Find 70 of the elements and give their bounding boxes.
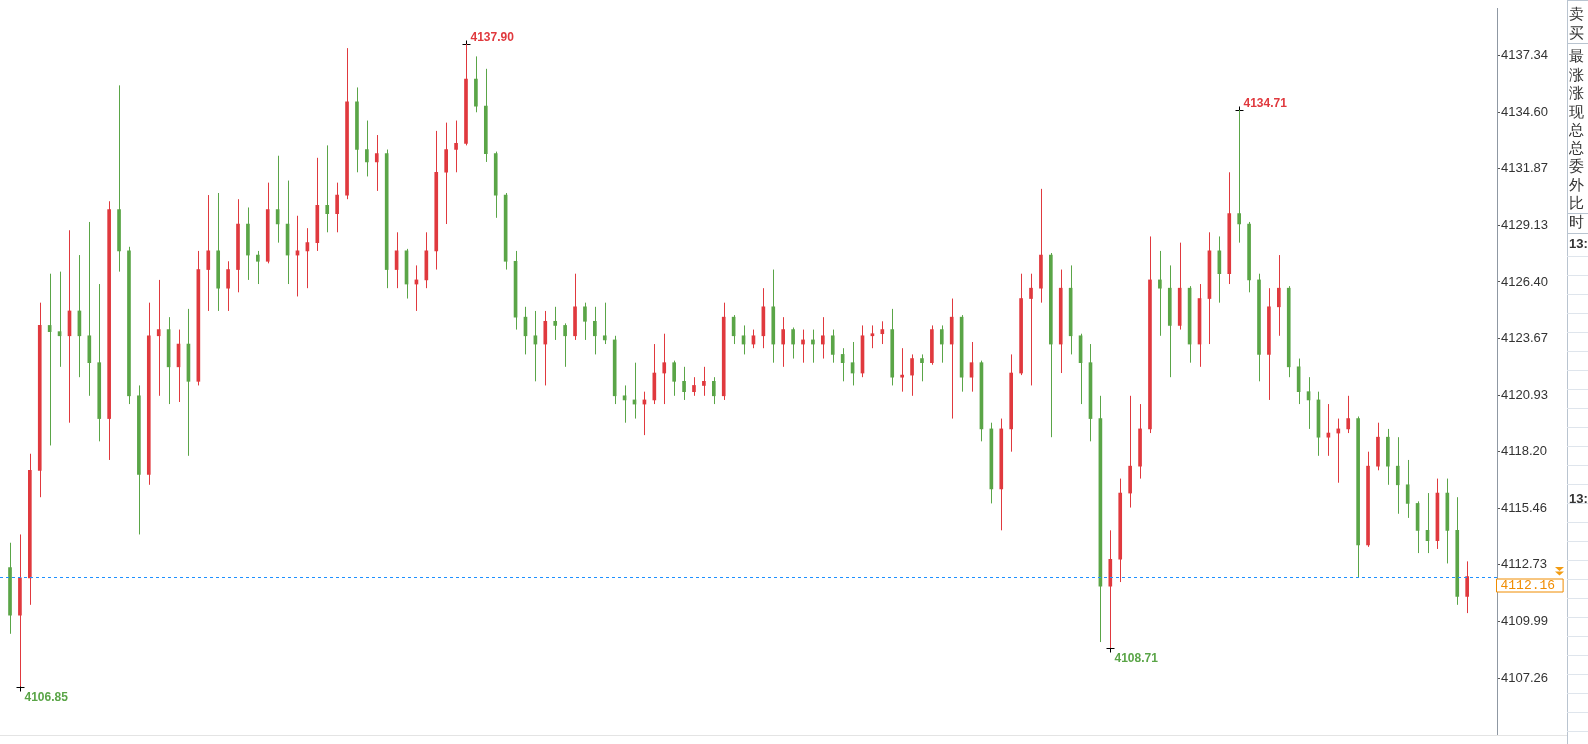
candlestick: [206, 194, 211, 312]
y-tick-label: 4115.46: [1501, 499, 1548, 515]
candlestick: [880, 320, 885, 345]
candlestick: [830, 329, 835, 364]
y-tick-label: 4131.87: [1501, 160, 1548, 176]
text: 涨: [1569, 84, 1584, 102]
candlestick: [553, 306, 558, 341]
text: 13:: [1569, 235, 1588, 253]
y-tick-label: 4118.20: [1501, 443, 1548, 459]
candlestick: [702, 366, 706, 397]
candlestick: [1465, 560, 1469, 614]
candlestick: [870, 324, 875, 349]
ref-line-label: 4112.16: [1500, 578, 1556, 594]
annotation: 4134.71: [1243, 95, 1288, 110]
text: 时: [1569, 213, 1584, 231]
candlestick: [365, 120, 369, 177]
y-tick-label: 4107.26: [1501, 669, 1548, 685]
annotation: 4108.71: [1114, 650, 1159, 665]
candlestick: [543, 310, 548, 386]
candlestick: [226, 260, 230, 312]
annotation: 4137.90: [470, 29, 515, 44]
candlestick: [682, 366, 686, 401]
candlestick: [910, 353, 914, 397]
candlestick: [1029, 273, 1033, 386]
text: 比: [1569, 194, 1584, 212]
candlestick: [781, 316, 786, 368]
candlestick: [711, 376, 716, 405]
candlestick: [1276, 254, 1281, 337]
y-tick-label: 4129.13: [1501, 217, 1548, 233]
candlestick: [444, 122, 448, 225]
text: 卖: [1569, 5, 1584, 23]
annotation: 4106.85: [24, 689, 69, 704]
candlestick: [791, 327, 795, 360]
candlestick: [454, 120, 458, 173]
text: 现: [1569, 103, 1584, 121]
y-tick-label: 4120.93: [1501, 386, 1548, 402]
candlestick: [1395, 436, 1400, 515]
candlestick: [939, 324, 944, 364]
candlestick: [672, 360, 676, 397]
candlestick: [256, 250, 260, 285]
y-tick-label: 4109.99: [1501, 613, 1548, 629]
candlestick: [821, 316, 825, 360]
text: 外: [1569, 176, 1584, 194]
text: 13:: [1569, 490, 1588, 508]
candlestick: [692, 376, 696, 397]
candlestick: [1346, 395, 1351, 434]
candlestick: [602, 302, 607, 345]
candlestick: [563, 322, 567, 368]
text: 涨: [1569, 66, 1584, 84]
text: 总: [1569, 121, 1584, 139]
candlestick: [593, 306, 597, 355]
y-tick-label: 4137.34: [1501, 47, 1548, 63]
candlestick: [335, 182, 339, 233]
text: 委: [1569, 157, 1584, 175]
candlestick: [374, 134, 379, 192]
y-tick-label: 4112.73: [1501, 556, 1548, 572]
y-tick-label: 4126.40: [1501, 273, 1548, 289]
text: 买: [1569, 24, 1584, 42]
y-tick-label: 4123.67: [1501, 330, 1548, 346]
candlestick: [662, 333, 667, 405]
text: 最: [1569, 47, 1584, 65]
candlestick: [156, 279, 161, 397]
y-tick-label: 4134.60: [1501, 103, 1548, 119]
candlestick: [1405, 459, 1410, 519]
text: 总: [1569, 139, 1584, 157]
candlestick: [583, 302, 587, 341]
candlestick: [1158, 250, 1162, 337]
candlestick: [325, 144, 330, 233]
candlestick: [920, 353, 924, 382]
candlestick: [900, 347, 904, 393]
